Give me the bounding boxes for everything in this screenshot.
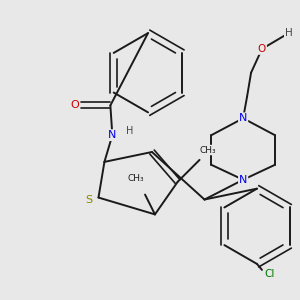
- Text: H: H: [285, 28, 292, 38]
- Text: CH₃: CH₃: [128, 174, 144, 183]
- Text: N: N: [239, 113, 247, 123]
- Text: S: S: [85, 194, 92, 205]
- Text: Cl: Cl: [265, 269, 275, 279]
- Text: O: O: [258, 44, 266, 54]
- Text: N: N: [239, 175, 247, 185]
- Text: O: O: [70, 100, 79, 110]
- Text: N: N: [108, 130, 116, 140]
- Text: CH₃: CH₃: [199, 146, 216, 154]
- Text: H: H: [127, 126, 134, 136]
